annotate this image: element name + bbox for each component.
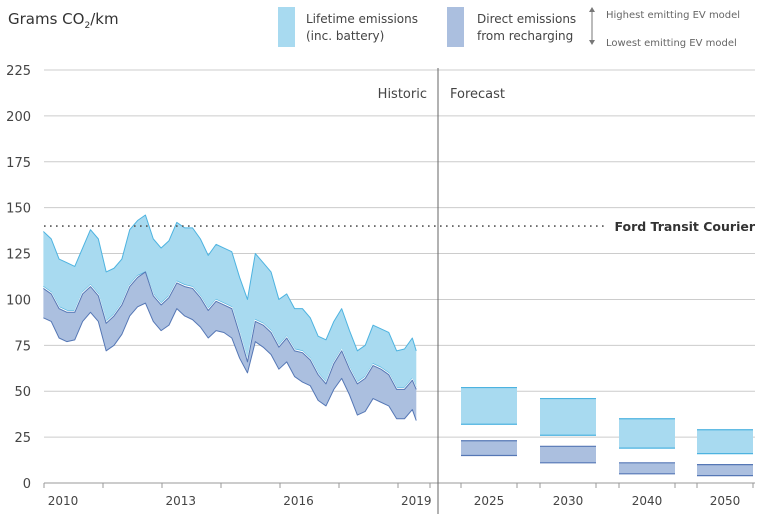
legend-lifetime-line2: (inc. battery) — [306, 29, 384, 43]
legend-direct-line1: Direct emissions — [477, 12, 576, 26]
lifetime-band — [43, 215, 417, 388]
axes: 0 25 50 75 100 125 150 175 200 225 2010 2013 2016 201… — [6, 64, 755, 514]
forecast-lifetime-bar-2040 — [619, 418, 675, 449]
y-tick-label-200: 200 — [6, 110, 31, 125]
direct-high-line — [43, 271, 417, 390]
y-tick-label-175: 175 — [6, 156, 31, 171]
lifetime-high-line — [43, 214, 417, 352]
forecast-bars — [461, 386, 753, 477]
forecast-direct-bar-2050 — [697, 464, 753, 476]
forecast-direct-bar-2030 — [540, 446, 596, 463]
x-tick-label-2013: 2013 — [165, 494, 196, 508]
y-axis-title: Grams CO2/km — [8, 10, 119, 31]
forecast-lifetime-bar-2030 — [540, 398, 596, 436]
forecast-direct-bar-2040 — [619, 462, 675, 474]
range-arrow-icon — [589, 7, 595, 45]
forecast-lifetime-bar-2050 — [697, 429, 753, 454]
historic-bands — [42, 214, 417, 421]
legend-direct-swatch — [447, 7, 464, 47]
x-tick-label-2010: 2010 — [48, 494, 79, 508]
y-tick-label-150: 150 — [6, 202, 31, 217]
y-tick-label-0: 0 — [23, 477, 31, 492]
direct-low-line — [43, 302, 417, 421]
x-tick-label-2030: 2030 — [553, 494, 584, 508]
reference-label: Ford Transit Courier — [614, 219, 755, 234]
x-tick-label-2040: 2040 — [632, 494, 663, 508]
legend-lifetime-swatch — [278, 7, 295, 47]
forecast-lifetime-bar-2025 — [461, 387, 517, 425]
legend-high: Highest emitting EV model — [606, 10, 740, 21]
y-tick-label-25: 25 — [14, 431, 31, 446]
legend-lifetime-line1: Lifetime emissions — [306, 12, 418, 26]
legend-low: Lowest emitting EV model — [606, 38, 737, 49]
x-tick-label-2050: 2050 — [710, 494, 741, 508]
historic-label: Historic — [378, 87, 427, 102]
legend-direct-line2: from recharging — [477, 29, 573, 43]
x-tick-label-2025: 2025 — [474, 494, 505, 508]
y-tick-label-75: 75 — [14, 339, 31, 354]
x-tick-label-2016: 2016 — [283, 494, 314, 508]
y-tick-label-125: 125 — [6, 248, 31, 263]
y-tick-label-100: 100 — [6, 293, 31, 308]
y-tick-label-225: 225 — [6, 64, 31, 79]
y-tick-label-50: 50 — [14, 385, 31, 400]
x-tick-label-2019: 2019 — [401, 494, 432, 508]
direct-band — [43, 271, 417, 421]
forecast-label: Forecast — [450, 87, 505, 102]
forecast-direct-bar-2025 — [461, 440, 517, 456]
